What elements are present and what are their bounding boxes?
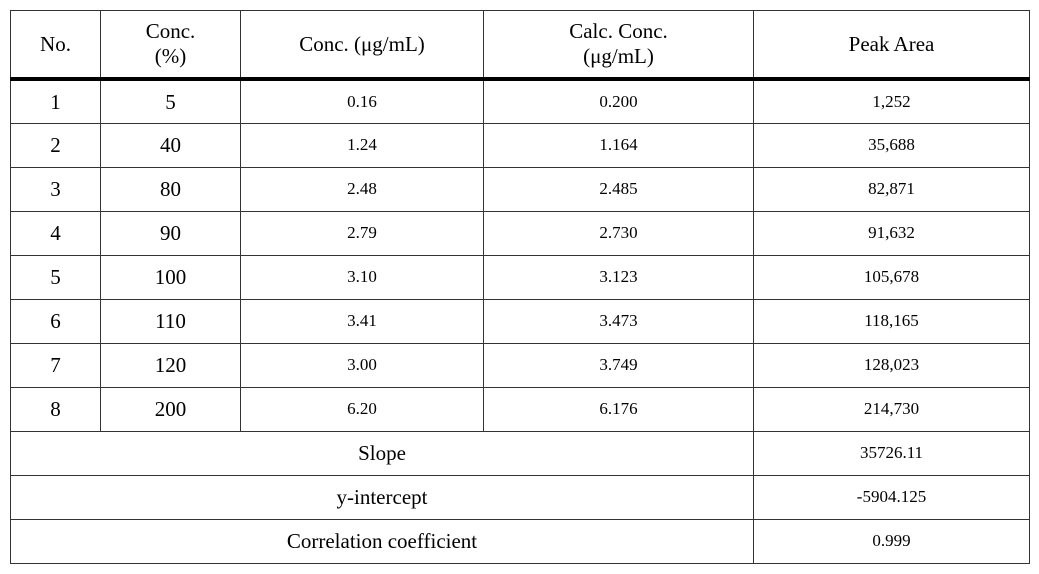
table-row: 61103.413.473118,165 [11, 299, 1030, 343]
cell-conc: 2.48 [241, 167, 484, 211]
cell-peak: 214,730 [754, 387, 1030, 431]
cell-conc-pct: 120 [101, 343, 241, 387]
table-row: 150.160.2001,252 [11, 79, 1030, 123]
cell-no: 6 [11, 299, 101, 343]
cell-calc: 2.730 [484, 211, 754, 255]
cell-no: 4 [11, 211, 101, 255]
col-header-no: No. [11, 11, 101, 80]
cell-conc: 3.41 [241, 299, 484, 343]
table-body: 150.160.2001,2522401.241.16435,6883802.4… [11, 79, 1030, 431]
cell-no: 7 [11, 343, 101, 387]
cell-conc: 0.16 [241, 79, 484, 123]
summary-value: 35726.11 [754, 431, 1030, 475]
cell-peak: 35,688 [754, 123, 1030, 167]
cell-conc-pct: 100 [101, 255, 241, 299]
cell-peak: 91,632 [754, 211, 1030, 255]
cell-peak: 118,165 [754, 299, 1030, 343]
cell-no: 3 [11, 167, 101, 211]
cell-conc-pct: 110 [101, 299, 241, 343]
cell-calc: 3.123 [484, 255, 754, 299]
cell-peak: 1,252 [754, 79, 1030, 123]
cell-calc: 2.485 [484, 167, 754, 211]
col-header-conc: Conc. (μg/mL) [241, 11, 484, 80]
table-row: 82006.206.176214,730 [11, 387, 1030, 431]
cell-peak: 105,678 [754, 255, 1030, 299]
cell-calc: 1.164 [484, 123, 754, 167]
table-summary: Slope35726.11y-intercept-5904.125Correla… [11, 431, 1030, 563]
cell-peak: 128,023 [754, 343, 1030, 387]
cell-conc-pct: 90 [101, 211, 241, 255]
col-header-calc: Calc. Conc.(μg/mL) [484, 11, 754, 80]
cell-no: 5 [11, 255, 101, 299]
col-header-conc-pct: Conc.(%) [101, 11, 241, 80]
cell-conc: 1.24 [241, 123, 484, 167]
calibration-table: No. Conc.(%) Conc. (μg/mL) Calc. Conc.(μ… [10, 10, 1030, 564]
cell-no: 8 [11, 387, 101, 431]
summary-value: 0.999 [754, 519, 1030, 563]
cell-conc-pct: 80 [101, 167, 241, 211]
col-header-peak: Peak Area [754, 11, 1030, 80]
cell-calc: 3.473 [484, 299, 754, 343]
cell-no: 1 [11, 79, 101, 123]
cell-calc: 6.176 [484, 387, 754, 431]
summary-label: Correlation coefficient [11, 519, 754, 563]
cell-calc: 0.200 [484, 79, 754, 123]
cell-conc-pct: 40 [101, 123, 241, 167]
summary-label: Slope [11, 431, 754, 475]
table-row: 2401.241.16435,688 [11, 123, 1030, 167]
table-row: 71203.003.749128,023 [11, 343, 1030, 387]
table-row: 3802.482.48582,871 [11, 167, 1030, 211]
cell-conc: 2.79 [241, 211, 484, 255]
cell-conc: 6.20 [241, 387, 484, 431]
cell-conc-pct: 200 [101, 387, 241, 431]
cell-conc-pct: 5 [101, 79, 241, 123]
summary-row: Correlation coefficient0.999 [11, 519, 1030, 563]
summary-value: -5904.125 [754, 475, 1030, 519]
summary-row: y-intercept-5904.125 [11, 475, 1030, 519]
table-row: 51003.103.123105,678 [11, 255, 1030, 299]
cell-peak: 82,871 [754, 167, 1030, 211]
cell-no: 2 [11, 123, 101, 167]
summary-label: y-intercept [11, 475, 754, 519]
summary-row: Slope35726.11 [11, 431, 1030, 475]
table-header: No. Conc.(%) Conc. (μg/mL) Calc. Conc.(μ… [11, 11, 1030, 80]
cell-conc: 3.10 [241, 255, 484, 299]
cell-conc: 3.00 [241, 343, 484, 387]
cell-calc: 3.749 [484, 343, 754, 387]
table-row: 4902.792.73091,632 [11, 211, 1030, 255]
